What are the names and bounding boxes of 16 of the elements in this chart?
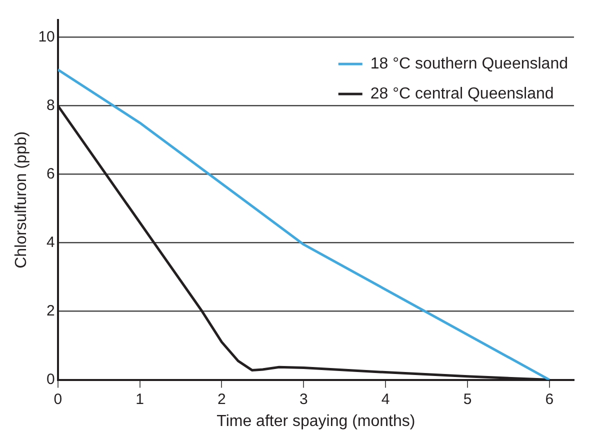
x-tick-label: 3 <box>299 390 308 408</box>
y-tick-label: 2 <box>46 302 55 320</box>
y-tick-label: 0 <box>46 370 55 388</box>
x-tick-label: 6 <box>545 390 554 408</box>
x-axis-title: Time after spaying (months) <box>216 412 416 430</box>
y-axis-title: Chlorsulfuron (ppb) <box>13 131 30 268</box>
y-tick-label: 10 <box>38 28 55 46</box>
x-tick-label: 2 <box>218 390 226 408</box>
x-tick-label: 4 <box>381 390 390 408</box>
y-tick-label: 4 <box>46 234 55 251</box>
y-tick-label: 6 <box>46 165 55 182</box>
x-tick-label: 5 <box>463 390 472 408</box>
x-tick-label: 1 <box>136 390 144 408</box>
legend-label: 18 °C southern Queensland <box>370 55 568 72</box>
legend-label: 28 °C central Queensland <box>370 85 554 102</box>
y-tick-label: 8 <box>46 96 55 114</box>
